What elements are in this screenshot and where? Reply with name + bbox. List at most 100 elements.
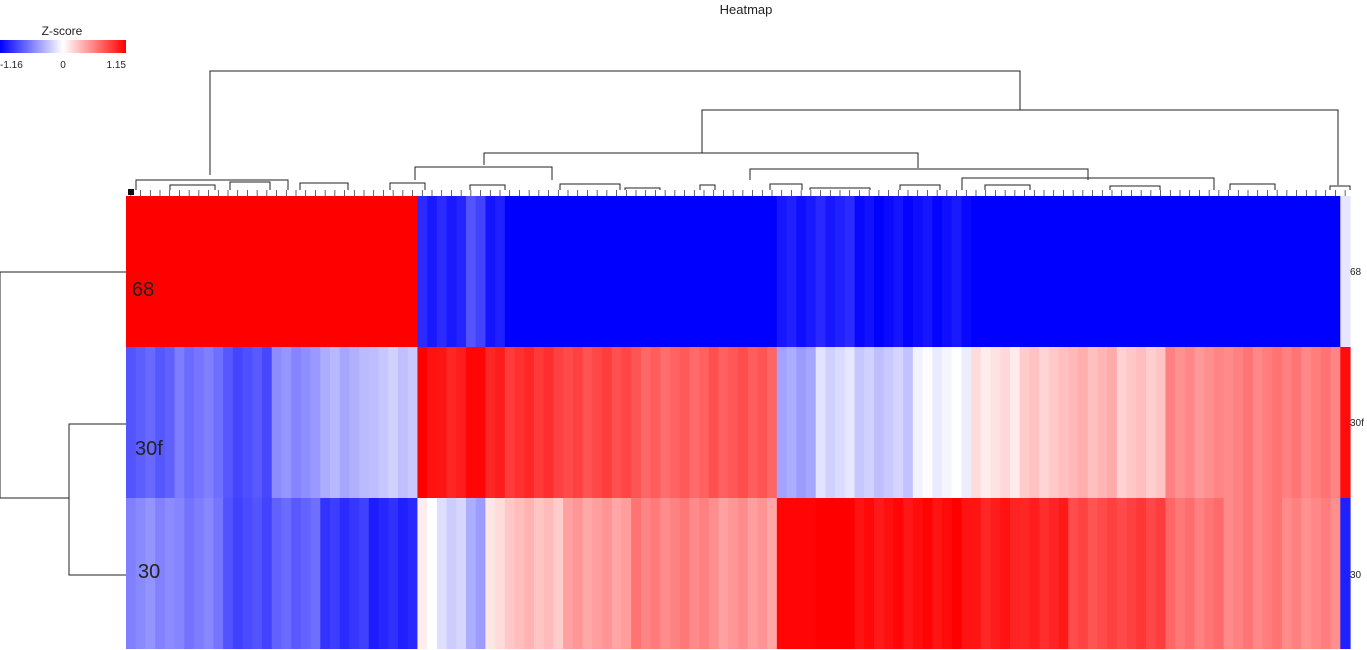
heatmap-cell	[184, 196, 195, 347]
heatmap-cell	[271, 196, 283, 347]
heatmap-cell	[1311, 196, 1322, 347]
heatmap-cell	[718, 498, 729, 649]
heatmap-cell	[942, 347, 953, 498]
heatmap-cell	[495, 498, 506, 649]
heatmap-cell	[553, 347, 564, 498]
heatmap-cell	[155, 196, 166, 347]
heatmap-cell	[640, 347, 652, 498]
heatmap-cell	[242, 347, 253, 498]
heatmap-cell	[1126, 196, 1137, 347]
heatmap-cell	[242, 498, 253, 649]
heatmap-cell	[572, 498, 584, 649]
heatmap-cell	[1126, 498, 1137, 649]
heatmap-cell	[718, 347, 729, 498]
heatmap-cell	[135, 196, 147, 347]
heatmap-cell	[572, 347, 584, 498]
heatmap-cell	[776, 347, 788, 498]
heatmap-cell	[854, 498, 865, 649]
heatmap-cell	[1116, 498, 1128, 649]
heatmap-cell	[1204, 498, 1215, 649]
row-label-30: 30	[138, 561, 160, 583]
heatmap-cell	[145, 196, 156, 347]
colorbar-mid-label: 0	[60, 60, 66, 71]
heatmap-cell	[825, 498, 836, 649]
heatmap-cell	[980, 498, 992, 649]
heatmap-cell	[990, 498, 1001, 649]
heatmap-cell	[388, 196, 399, 347]
heatmap-cell	[1282, 347, 1293, 498]
heatmap-cell	[194, 498, 205, 649]
heatmap-cell	[310, 347, 321, 498]
heatmap-cell	[155, 347, 166, 498]
heatmap-cell	[524, 347, 535, 498]
heatmap-cell	[844, 498, 856, 649]
row-tick-30: 30	[1350, 570, 1362, 581]
heatmap-cell	[854, 196, 865, 347]
heatmap-cell	[621, 347, 632, 498]
heatmap-cell	[767, 347, 778, 498]
heatmap-cell	[912, 196, 924, 347]
heatmap-cell	[174, 347, 185, 498]
heatmap-cell	[699, 196, 710, 347]
heatmap-cell	[1155, 347, 1167, 498]
heatmap-cell	[1243, 498, 1254, 649]
row-dendrogram	[0, 271, 126, 576]
heatmap-cell	[893, 196, 904, 347]
heatmap-cell	[912, 498, 924, 649]
heatmap-cell	[252, 196, 263, 347]
heatmap-cell	[1078, 347, 1089, 498]
heatmap-cell	[990, 196, 1001, 347]
heatmap-cell	[1252, 196, 1264, 347]
heatmap-cell	[903, 196, 914, 347]
heatmap-cell	[689, 498, 700, 649]
heatmap-cell	[980, 196, 992, 347]
heatmap-cell	[456, 347, 467, 498]
heatmap-cell	[300, 196, 312, 347]
heatmap-cell	[475, 347, 487, 498]
heatmap-cell	[1029, 196, 1040, 347]
heatmap-cell	[592, 196, 603, 347]
heatmap-cell	[1048, 196, 1060, 347]
heatmap-cell	[1291, 498, 1303, 649]
heatmap-cell	[670, 196, 681, 347]
heatmap-cell	[291, 347, 302, 498]
heatmap-cell	[854, 347, 865, 498]
heatmap-cell	[475, 498, 487, 649]
heatmap-cell	[640, 498, 652, 649]
heatmap-cell	[1233, 498, 1244, 649]
heatmap-cell	[1262, 498, 1273, 649]
heatmap-cell	[1291, 347, 1303, 498]
heatmap-cell	[1000, 347, 1011, 498]
heatmap-cell	[232, 196, 244, 347]
heatmap-cell	[631, 498, 642, 649]
heatmap-cell	[1146, 196, 1157, 347]
heatmap-cell	[1155, 498, 1167, 649]
heatmap-cell	[815, 196, 827, 347]
heatmap-cell	[708, 498, 720, 649]
heatmap-cell	[650, 498, 661, 649]
heatmap-cell	[281, 347, 292, 498]
heatmap-cell	[1320, 347, 1332, 498]
heatmap-cell	[1272, 347, 1283, 498]
heatmap-cell	[980, 347, 992, 498]
heatmap-cell	[1272, 196, 1283, 347]
colorbar-max-label: 1.15	[107, 60, 127, 71]
heatmap-cell	[1068, 347, 1079, 498]
heatmap-cell	[786, 498, 797, 649]
heatmap-cell	[145, 498, 156, 649]
heatmap-cell	[942, 196, 953, 347]
heatmap-cell	[563, 347, 574, 498]
heatmap-cell	[718, 196, 729, 347]
heatmap-cell	[213, 196, 224, 347]
heatmap-cell	[407, 498, 419, 649]
heatmap-cell	[534, 498, 545, 649]
heatmap-cell	[1175, 196, 1186, 347]
heatmap-cell	[631, 347, 642, 498]
heatmap-cell	[223, 347, 234, 498]
row-tick-30f: 30f	[1350, 418, 1364, 429]
heatmap-cell	[835, 347, 846, 498]
heatmap-cell	[796, 347, 807, 498]
heatmap-cell	[1194, 196, 1205, 347]
heatmap-cell	[728, 498, 739, 649]
